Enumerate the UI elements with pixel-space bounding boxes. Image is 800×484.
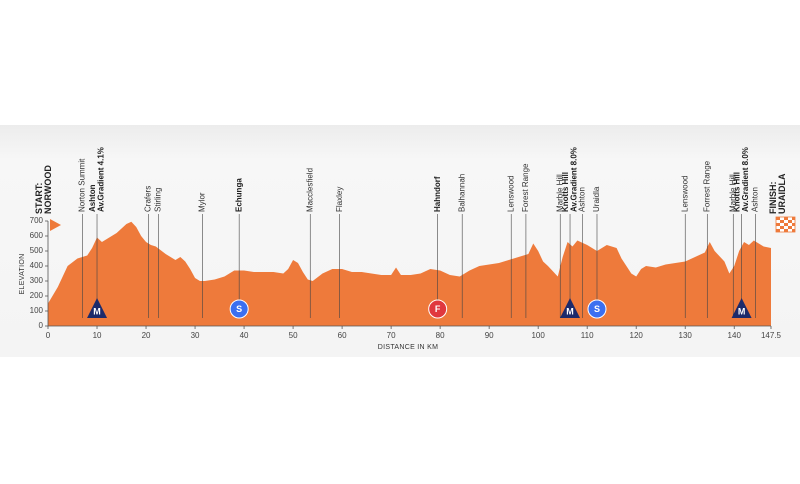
x-tick-label: 20 bbox=[142, 331, 151, 340]
place-label: Marble Hill bbox=[555, 174, 564, 212]
place-label: Norton Summit bbox=[77, 158, 86, 212]
x-tick-label: 30 bbox=[191, 331, 200, 340]
marker-label: M bbox=[566, 306, 574, 316]
y-tick-label: 400 bbox=[30, 261, 44, 270]
marker-label: M bbox=[738, 306, 746, 316]
place-label: Hahndorf bbox=[433, 176, 442, 212]
place-label: Balhannah bbox=[457, 174, 466, 212]
place-label: Ashton bbox=[577, 187, 586, 212]
marker-label: F bbox=[435, 304, 441, 314]
x-tick-label: 140 bbox=[728, 331, 742, 340]
x-tick-label: 10 bbox=[93, 331, 102, 340]
y-tick-label: 600 bbox=[30, 231, 44, 240]
place-label: FINISH: bbox=[768, 181, 778, 214]
x-tick-label: 60 bbox=[338, 331, 347, 340]
climb-marker bbox=[731, 298, 752, 318]
place-label: Forrest Range bbox=[702, 160, 711, 212]
x-tick-label: 50 bbox=[289, 331, 298, 340]
place-label: Lenswood bbox=[680, 176, 689, 212]
climb-marker bbox=[560, 298, 581, 318]
place-label: NORWOOD bbox=[43, 165, 53, 214]
x-tick-label: 80 bbox=[436, 331, 445, 340]
x-tick-label: 130 bbox=[679, 331, 693, 340]
place-label: Macclesfield bbox=[305, 168, 314, 212]
start-icon bbox=[50, 219, 61, 231]
elevation-area bbox=[48, 221, 771, 326]
finish-flag bbox=[775, 216, 796, 233]
place-label: START: bbox=[34, 183, 44, 214]
place-label: Forest Range bbox=[521, 163, 530, 212]
x-tick-label: 120 bbox=[630, 331, 644, 340]
marker-label: S bbox=[236, 304, 242, 314]
place-label: Av.Gradient 8.0% bbox=[741, 147, 750, 212]
y-tick-label: 300 bbox=[30, 276, 44, 285]
place-label: Knotts Hill bbox=[561, 172, 570, 212]
point-marker bbox=[428, 299, 448, 319]
y-tick-label: 500 bbox=[30, 246, 44, 255]
y-tick-label: 200 bbox=[30, 291, 44, 300]
place-label: Lenswood bbox=[506, 176, 515, 212]
place-label: Mylor bbox=[198, 192, 207, 212]
marker-label: S bbox=[594, 304, 600, 314]
point-marker bbox=[587, 299, 607, 319]
x-tick-label: 90 bbox=[485, 331, 494, 340]
place-label: Marble Hill bbox=[728, 174, 737, 212]
place-label: Av.Gradient 4.1% bbox=[96, 147, 105, 212]
place-label: Ashton bbox=[750, 187, 759, 212]
y-tick-label: 100 bbox=[30, 306, 44, 315]
climb-marker bbox=[87, 298, 108, 318]
place-label: Crafers bbox=[144, 186, 153, 212]
place-label: Stirling bbox=[153, 188, 162, 212]
y-tick-label: 0 bbox=[39, 321, 44, 330]
point-marker bbox=[229, 299, 249, 319]
y-tick-label: 700 bbox=[30, 216, 44, 225]
x-tick-label: 40 bbox=[240, 331, 249, 340]
x-axis-label: DISTANCE IN KM bbox=[378, 344, 438, 351]
y-axis-label: ELEVATION bbox=[19, 254, 26, 295]
x-tick-label: 147.5 bbox=[761, 331, 782, 340]
marker-label: M bbox=[93, 306, 101, 316]
place-label: URAIDLA bbox=[777, 173, 787, 214]
x-tick-label: 0 bbox=[46, 331, 51, 340]
place-label: Flaxley bbox=[335, 187, 344, 212]
x-tick-label: 110 bbox=[581, 331, 594, 340]
place-label: Ashton bbox=[88, 184, 97, 212]
x-tick-label: 70 bbox=[387, 331, 396, 340]
place-label: Knotts Hill bbox=[732, 172, 741, 212]
place-label: Av.Gradient 8.0% bbox=[569, 147, 578, 212]
x-tick-label: 100 bbox=[531, 331, 545, 340]
place-label: Echunga bbox=[234, 178, 243, 212]
place-label: Uraidla bbox=[592, 186, 601, 212]
